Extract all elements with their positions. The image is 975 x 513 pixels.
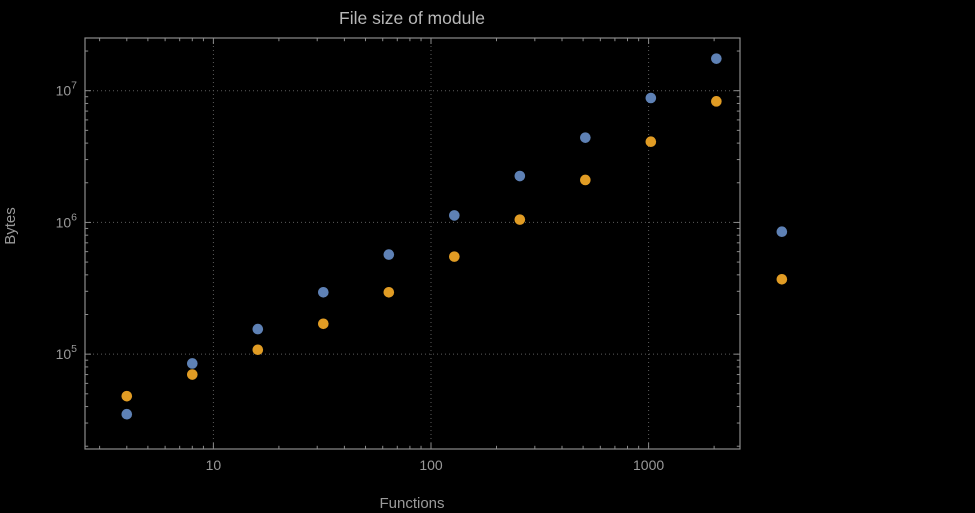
data-point-series-orange xyxy=(580,174,591,186)
data-point-series-blue xyxy=(252,323,264,335)
x-tick-label: 10 xyxy=(206,457,222,473)
y-axis-title: Bytes xyxy=(2,207,19,245)
grid-lines xyxy=(85,38,740,449)
data-point-series-orange xyxy=(252,344,264,356)
data-point-series-blue xyxy=(318,286,329,298)
data-point-series-blue xyxy=(187,358,198,369)
data-point-series-blue xyxy=(645,92,657,104)
x-tick-label: 100 xyxy=(419,457,443,473)
data-point-series-blue xyxy=(711,53,722,64)
y-tick-mantissa: 10 xyxy=(56,346,72,362)
y-tick-mantissa: 10 xyxy=(56,83,72,99)
x-tick-labels: 10 100 1000 xyxy=(206,457,665,473)
y-tick-label: 107 xyxy=(56,80,78,99)
data-point-series-orange xyxy=(776,274,788,285)
data-point-series-orange xyxy=(645,136,657,148)
data-point-series-blue xyxy=(383,249,395,260)
data-point-series-blue xyxy=(121,408,133,420)
y-tick-exponent: 5 xyxy=(71,343,77,355)
y-tick-exponent: 7 xyxy=(71,80,77,92)
data-point-series-orange xyxy=(514,214,526,225)
y-tick-exponent: 6 xyxy=(71,211,77,223)
data-point-series-blue xyxy=(580,132,591,143)
scatter-points xyxy=(121,53,788,420)
y-tick-label: 105 xyxy=(56,343,78,362)
data-point-series-blue xyxy=(776,226,788,238)
y-tick-mantissa: 10 xyxy=(56,214,72,230)
plot-frame xyxy=(84,37,741,450)
chart-title: File size of module xyxy=(339,8,485,28)
y-tick-label: 106 xyxy=(56,211,78,230)
axis-ticks xyxy=(85,38,740,449)
x-axis-title: Functions xyxy=(379,495,444,512)
x-tick-label: 1000 xyxy=(633,457,664,473)
data-point-series-blue xyxy=(514,170,526,182)
data-point-series-orange xyxy=(711,96,722,107)
data-point-series-orange xyxy=(187,369,198,380)
data-point-series-orange xyxy=(449,251,460,262)
data-point-series-blue xyxy=(449,210,460,221)
data-point-series-orange xyxy=(121,390,133,402)
data-point-series-orange xyxy=(383,286,395,298)
data-point-series-orange xyxy=(318,318,329,330)
